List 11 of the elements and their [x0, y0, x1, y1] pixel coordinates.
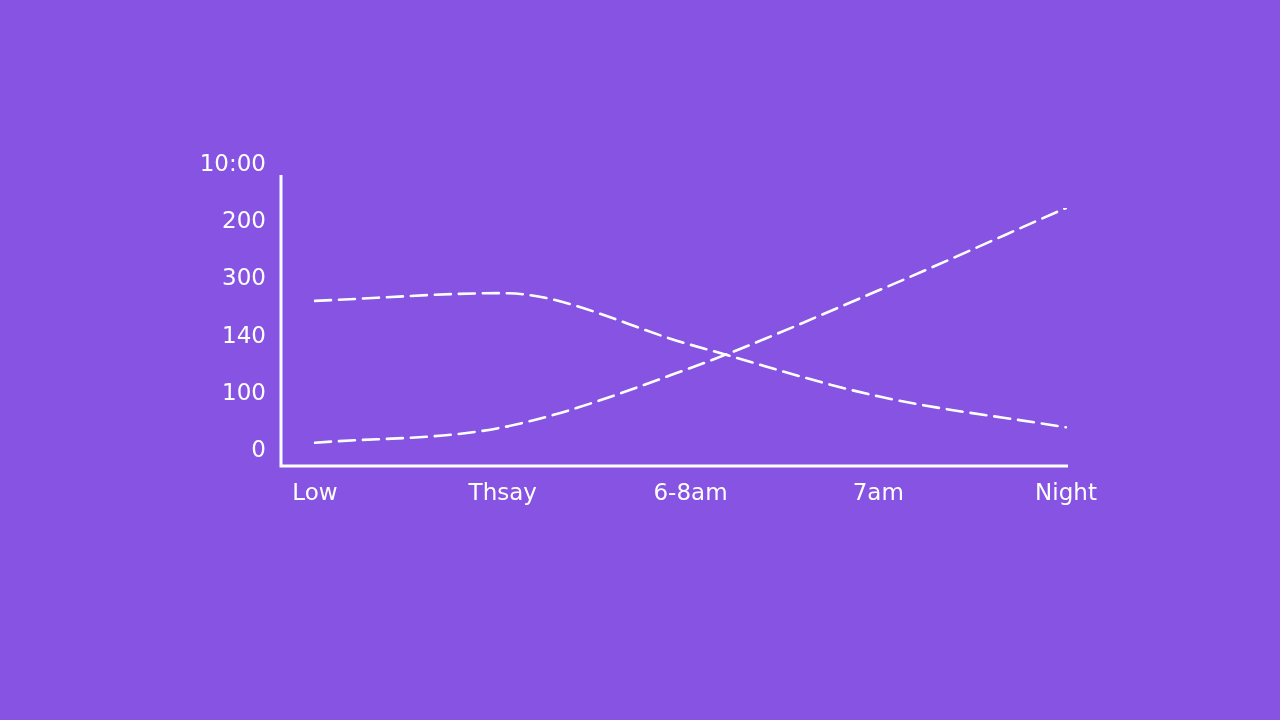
x-tick-label: 7am [852, 478, 904, 505]
text: 100 [222, 378, 266, 405]
x-tick-label: Night [1035, 478, 1097, 505]
text: 0 [251, 435, 266, 462]
text: 140 [222, 321, 266, 348]
x-tick-label: Low [292, 478, 338, 505]
x-tick-label: 6-8am [653, 478, 728, 505]
text: 10:00 [199, 149, 266, 176]
text: 200 [222, 207, 266, 234]
text: 300 [222, 264, 266, 291]
x-tick-label: Thsay [467, 478, 537, 505]
